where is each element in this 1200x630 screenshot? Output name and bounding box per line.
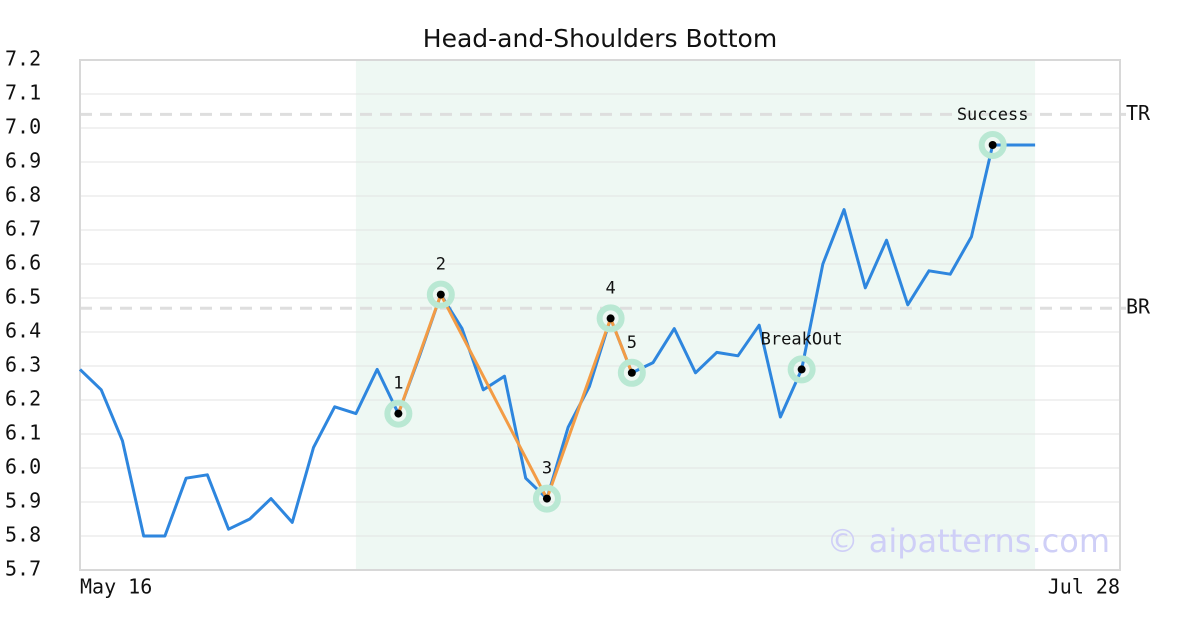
y-tick-label: 6.3 xyxy=(5,353,41,377)
chart-title: Head-and-Shoulders Bottom xyxy=(423,24,777,53)
level-label: BR xyxy=(1126,295,1151,319)
point-label: BreakOut xyxy=(761,329,843,349)
level-label: TR xyxy=(1126,101,1151,125)
x-tick-label: Jul 28 xyxy=(1048,575,1120,599)
point-dot xyxy=(542,494,551,503)
point-dot xyxy=(627,368,636,377)
price-line xyxy=(78,143,1036,538)
point-halo xyxy=(787,355,816,384)
point-halo xyxy=(426,280,455,309)
pattern-region xyxy=(355,60,1036,570)
point-dot xyxy=(797,365,806,374)
y-tick-label: 7.1 xyxy=(5,81,41,105)
point-halo xyxy=(384,399,413,428)
point-halo xyxy=(978,131,1007,159)
point-dot xyxy=(436,290,445,299)
y-tick-label: 6.9 xyxy=(5,149,41,173)
y-tick-label: 7.0 xyxy=(5,115,41,139)
point-label: 4 xyxy=(605,278,615,298)
y-tick-label: 5.7 xyxy=(5,557,41,581)
y-tick-label: 5.9 xyxy=(5,489,41,513)
point-label: 3 xyxy=(542,459,552,479)
y-tick-label: 6.4 xyxy=(5,319,41,343)
y-tick-label: 7.2 xyxy=(5,47,41,71)
point-label: 2 xyxy=(436,255,446,275)
x-tick-label: May 16 xyxy=(80,575,152,599)
point-label: Success xyxy=(957,105,1029,125)
point-dot xyxy=(988,141,997,149)
y-tick-label: 5.8 xyxy=(5,523,41,547)
point-dot xyxy=(606,314,615,323)
y-tick-label: 6.7 xyxy=(5,217,41,241)
plot-border xyxy=(79,59,1121,571)
y-tick-label: 6.5 xyxy=(5,285,41,309)
watermark: © aipatterns.com xyxy=(827,522,1110,560)
point-halo xyxy=(532,484,561,513)
y-tick-label: 6.2 xyxy=(5,387,41,411)
point-label: 1 xyxy=(393,374,403,394)
y-tick-label: 6.8 xyxy=(5,183,41,207)
y-tick-label: 6.6 xyxy=(5,251,41,275)
point-dot xyxy=(394,409,403,418)
y-tick-label: 6.1 xyxy=(5,421,41,445)
point-label: 5 xyxy=(627,333,637,353)
y-tick-label: 6.0 xyxy=(5,455,41,479)
point-halo xyxy=(596,304,625,333)
point-halo xyxy=(617,358,646,387)
